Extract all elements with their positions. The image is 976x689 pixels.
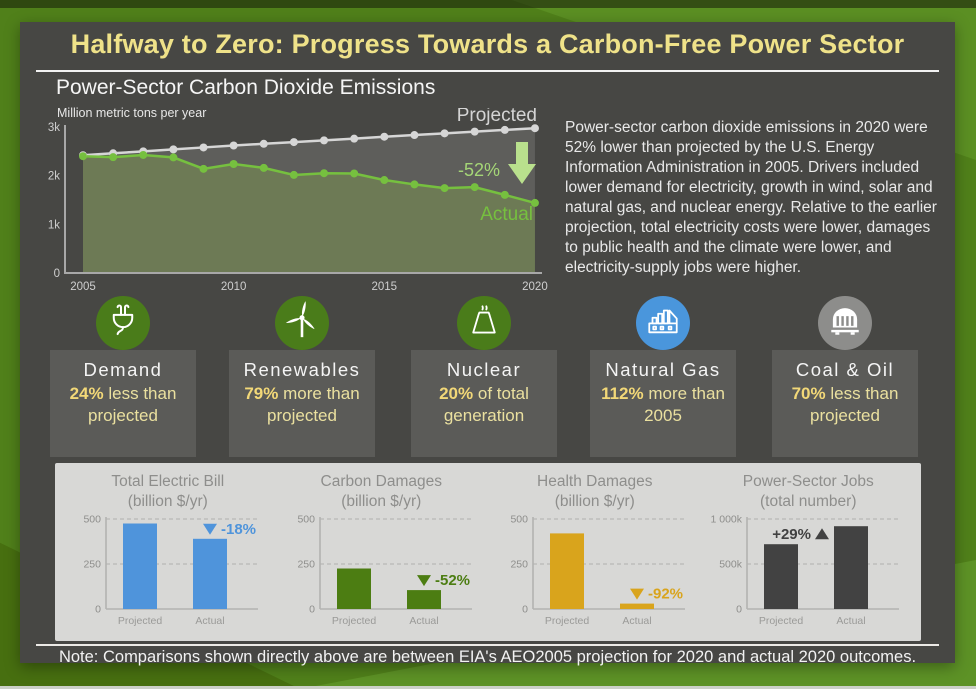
factory-icon [642, 300, 684, 347]
mini-chart-title: Total Electric Bill [111, 473, 225, 490]
stat-nuclear: Nuclear 20% of total generation [411, 296, 557, 457]
svg-text:250: 250 [511, 559, 529, 571]
mini-chart-title: Health Damages [537, 473, 653, 490]
svg-text:2k: 2k [48, 171, 60, 183]
chart-title: Power-Sector Carbon Dioxide Emissions [56, 76, 436, 99]
stat-circle [818, 296, 872, 350]
cooling-tower-icon [464, 301, 504, 346]
svg-text:500: 500 [84, 514, 102, 526]
mini-chart-svg: 0 250 500 Projected Actual -18% [84, 514, 261, 627]
mini-chart-subtitle: (billion $/yr) [341, 493, 422, 510]
mini-chart-title: Carbon Damages [320, 473, 442, 490]
stat-box: Natural Gas 112% more than 2005 [590, 350, 736, 457]
stat-demand: Demand 24% less than projected [50, 296, 196, 457]
svg-text:-52%: -52% [435, 572, 470, 589]
stat-box: Nuclear 20% of total generation [411, 350, 557, 457]
svg-text:500: 500 [297, 514, 315, 526]
svg-text:1 000k: 1 000k [710, 514, 742, 526]
note-divider [36, 644, 939, 646]
page-title: Halfway to Zero: Progress Towards a Carb… [70, 29, 905, 59]
svg-text:0: 0 [309, 604, 315, 616]
stat-circle [96, 296, 150, 350]
svg-text:Actual: Actual [836, 615, 865, 627]
svg-text:Actual: Actual [623, 615, 652, 627]
stat-label: Coal & Oil [795, 359, 895, 380]
mini-charts-panel: Total Electric Bill (billion $/yr) 0 250 5… [55, 463, 921, 641]
stat-box: Renewables 79% more than projected [229, 350, 375, 457]
stat-box: Demand 24% less than projected [50, 350, 196, 457]
stat-coal-oil: Coal & Oil 70% less than projected [772, 296, 918, 457]
main-chart-axis-label: Million metric tons per year [57, 106, 207, 120]
mini-chart-subtitle: (billion $/yr) [554, 493, 635, 510]
stat-value: 79% more than projected [244, 384, 360, 425]
mini-chart-svg: 0 500k 1 000k Projected Actual +29% [710, 514, 901, 627]
stat-value: 112% more than 2005 [601, 384, 725, 425]
svg-text:+29%: +29% [772, 526, 811, 543]
svg-text:3k: 3k [48, 122, 60, 134]
coal-car-icon [824, 300, 866, 347]
svg-text:Actual: Actual [480, 204, 533, 225]
chart-carbon-damages: Carbon Damages (billion $/yr) 0 250 500 Pro… [275, 471, 489, 641]
wind-turbine-icon [281, 300, 323, 347]
svg-text:-92%: -92% [648, 586, 683, 603]
window-top-edge [0, 0, 976, 8]
svg-text:Projected: Projected [118, 615, 163, 627]
summary-paragraph: Power-sector carbon dioxide emissions in… [565, 119, 937, 276]
mini-chart-subtitle: (total number) [760, 493, 857, 510]
footnote: Note: Comparisons shown directly above a… [58, 648, 917, 666]
stat-label: Demand [83, 359, 163, 380]
chart-health-damages: Health Damages (billion $/yr) 0 250 500 Pro… [488, 471, 702, 641]
chart-electric-bill: Total Electric Bill (billion $/yr) 0 250 5… [61, 471, 275, 641]
svg-text:Projected: Projected [332, 615, 377, 627]
stat-value: 24% less than projected [69, 384, 177, 425]
stat-value: 20% of total generation [439, 384, 529, 425]
mini-chart-svg: 0 250 500 Projected Actual -52% [297, 514, 474, 627]
svg-text:0: 0 [522, 604, 528, 616]
svg-text:500: 500 [511, 514, 529, 526]
mini-chart-title: Power-Sector Jobs [742, 473, 874, 490]
stat-label: Nuclear [446, 359, 522, 380]
stat-renewables: Renewables 79% more than projected [229, 296, 375, 457]
svg-text:2020: 2020 [522, 281, 548, 293]
svg-text:250: 250 [84, 559, 102, 571]
svg-text:Projected: Projected [545, 615, 590, 627]
stat-label: Renewables [243, 359, 361, 380]
svg-text:2010: 2010 [221, 281, 247, 293]
svg-text:2005: 2005 [70, 281, 96, 293]
svg-text:0: 0 [95, 604, 101, 616]
svg-text:0: 0 [736, 604, 742, 616]
svg-text:500k: 500k [719, 559, 743, 571]
plug-icon [103, 301, 143, 346]
svg-text:1k: 1k [48, 219, 60, 231]
main-chart: 0 1k 2k 3k 2005 2010 2015 2020 Projected Actual -5… [48, 105, 548, 293]
infographic-card: Halfway to Zero: Progress Towards a Carb… [20, 22, 955, 666]
stat-label: Natural Gas [605, 359, 721, 380]
svg-text:0: 0 [54, 268, 60, 280]
stat-circle [636, 296, 690, 350]
svg-text:Projected: Projected [759, 615, 804, 627]
main-chart-container: 0 1k 2k 3k 2005 2010 2015 2020 Projected Actual -5… [34, 105, 554, 300]
svg-text:250: 250 [297, 559, 315, 571]
svg-text:2015: 2015 [372, 281, 398, 293]
stat-circle [457, 296, 511, 350]
mini-chart-subtitle: (billion $/yr) [127, 493, 208, 510]
stat-circle [275, 296, 329, 350]
stat-value: 70% less than projected [791, 384, 899, 425]
svg-text:Actual: Actual [409, 615, 438, 627]
stat-box: Coal & Oil 70% less than projected [772, 350, 918, 457]
mini-chart-svg: 0 250 500 Projected Actual -92% [511, 514, 688, 627]
svg-text:-18%: -18% [221, 521, 256, 538]
chart-power-sector-jobs: Power-Sector Jobs (total number) 0 500k 1 … [702, 471, 916, 641]
window-bottom-edge [0, 686, 976, 689]
stat-natural-gas: Natural Gas 112% more than 2005 [590, 296, 736, 457]
svg-text:Projected: Projected [457, 108, 537, 126]
svg-text:Actual: Actual [196, 615, 225, 627]
svg-text:-52%: -52% [458, 160, 500, 180]
title-divider [36, 70, 939, 72]
